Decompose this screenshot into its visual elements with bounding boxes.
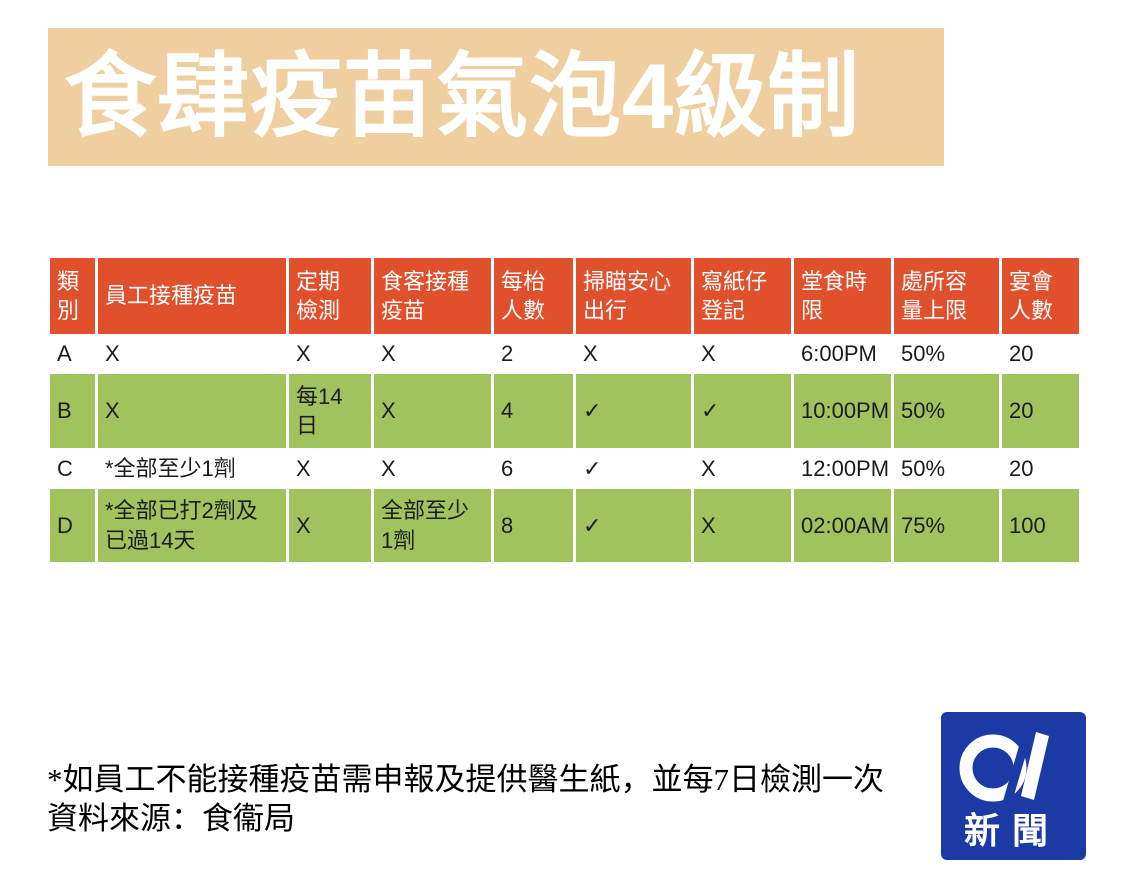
table-cell: X <box>98 374 286 448</box>
table-cell: *全部至少1劑 <box>105 455 236 481</box>
table-header-row: 類 別 員工接種疫苗 定期 檢測 食客接種 疫苗 每枱 人數 掃瞄安心 出行 寫… <box>50 258 1079 334</box>
footnote-line-2: 資料來源：食衞局 <box>47 801 295 837</box>
hk01-logo-icon: 新聞 <box>959 726 1060 851</box>
table-cell: 每14 日 <box>289 374 371 448</box>
page-title: 食肆疫苗氣泡4級制 <box>64 46 861 148</box>
table-cell: 8 <box>494 489 573 562</box>
table-cell: 10:00PM <box>794 374 891 448</box>
table-row-b: B X 每14 日 X 4 ✓ ✓ 10:00PM 50% 20 <box>50 374 1079 448</box>
table-cell: D <box>50 489 95 562</box>
title-banner: 食肆疫苗氣泡4級制 <box>48 28 944 166</box>
table-cell: X <box>105 341 120 367</box>
table-cell: ✓ <box>576 489 691 562</box>
table-cell: X <box>289 489 371 562</box>
table-cell: A <box>57 341 72 367</box>
table-cell: 全部至少 1劑 <box>374 489 491 562</box>
header-cell-regular-testing: 定期 檢測 <box>289 258 371 334</box>
table-cell: 2 <box>501 341 514 367</box>
header-cell-per-table-count: 每枱 人數 <box>494 258 573 334</box>
table-cell: 12:00PM <box>801 455 890 481</box>
table-cell: 100 <box>1002 489 1079 562</box>
table-cell: 50% <box>894 374 999 448</box>
vaccine-bubble-table: 類 別 員工接種疫苗 定期 檢測 食客接種 疫苗 每枱 人數 掃瞄安心 出行 寫… <box>50 258 1079 562</box>
table-cell: 50% <box>901 455 946 481</box>
table-cell: C <box>57 455 73 481</box>
table-cell: X <box>296 455 311 481</box>
table-cell: 6:00PM <box>801 341 877 367</box>
header-cell-leavehomesafe-scan: 掃瞄安心 出行 <box>576 258 691 334</box>
table-cell: B <box>50 374 95 448</box>
table-cell: 02:00AM <box>794 489 891 562</box>
table-cell: 20 <box>1009 341 1034 367</box>
table-cell: X <box>296 341 311 367</box>
table-cell: X <box>583 341 598 367</box>
footnote-line-1: *如員工不能接種疫苗需申報及提供醫生紙，並每7日檢測一次 <box>47 762 884 797</box>
table-cell: ✓ <box>576 374 691 448</box>
table-cell: X <box>701 455 716 481</box>
table-cell: ✓ <box>694 374 791 448</box>
header-cell-staff-vaccination: 員工接種疫苗 <box>98 258 286 334</box>
header-cell-dinein-time-limit: 堂食時 限 <box>794 258 891 334</box>
header-cell-paper-registration: 寫紙仔 登記 <box>694 258 791 334</box>
table-cell: 6 <box>501 455 514 481</box>
footnote: *如員工不能接種疫苗需申報及提供醫生紙，並每7日檢測一次 資料來源：食衞局 <box>47 760 947 838</box>
table-cell: 4 <box>494 374 573 448</box>
table-row-d: D *全部已打2劑及 已過14天 X 全部至少 1劑 8 ✓ X 02:00AM… <box>50 489 1079 562</box>
header-cell-capacity-limit: 處所容 量上限 <box>894 258 999 334</box>
table-cell: 50% <box>901 341 946 367</box>
logo-text: 新聞 <box>964 810 1060 851</box>
table-cell: X <box>374 374 491 448</box>
header-cell-banquet-count: 宴會 人數 <box>1002 258 1079 334</box>
table-cell: X <box>694 489 791 562</box>
header-cell-category: 類 別 <box>50 258 95 334</box>
table-cell: X <box>701 341 716 367</box>
table-cell: *全部已打2劑及 已過14天 <box>98 489 286 562</box>
table-row-a: A X X X 2 X X 6:00PM 50% 20 <box>50 337 1079 371</box>
table-cell: 20 <box>1009 455 1034 481</box>
news-logo: 新聞 <box>941 712 1086 860</box>
header-cell-diner-vaccination: 食客接種 疫苗 <box>374 258 491 334</box>
table-row-c: C *全部至少1劑 X X 6 ✓ X 12:00PM 50% 20 <box>50 451 1079 486</box>
table-cell: X <box>381 455 396 481</box>
table-cell: X <box>381 341 396 367</box>
table-cell: ✓ <box>583 455 602 481</box>
table-cell: 75% <box>894 489 999 562</box>
table-cell: 20 <box>1002 374 1079 448</box>
